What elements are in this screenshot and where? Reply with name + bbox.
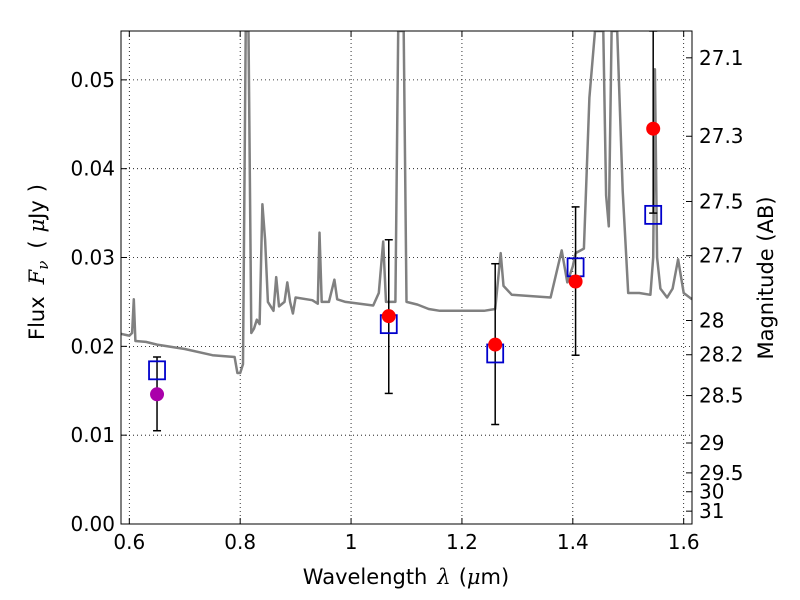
x-tick-label: 1.4 (557, 530, 589, 554)
observed-point (488, 337, 503, 352)
y2-axis-label: Magnitude (AB) (754, 196, 778, 359)
model-square (644, 204, 663, 225)
mag-tick-label: 28 (699, 309, 724, 333)
y-tick-label: 0.02 (70, 334, 115, 358)
y-tick-label: 0.04 (70, 157, 115, 181)
observed-point (381, 309, 396, 324)
mag-tick-label: 27.1 (699, 46, 744, 70)
mag-tick-label: 29.5 (699, 461, 744, 485)
mag-tick-label: 30 (699, 480, 724, 504)
x-axis-label: Wavelength λ (μm) (303, 565, 509, 589)
y-tick-label: 0.05 (70, 68, 115, 92)
y-tick-label: 0.00 (70, 512, 115, 536)
mag-tick-label: 27.5 (699, 189, 744, 213)
observed-point (150, 387, 165, 402)
mag-tick-label: 28.2 (699, 343, 744, 367)
x-tick-label: 1.2 (446, 530, 478, 554)
y-tick-label: 0.01 (70, 423, 115, 447)
y-tick-label: 0.03 (70, 246, 115, 270)
observed-point (646, 121, 661, 136)
x-tick-label: 1.6 (668, 530, 700, 554)
plot-frame (120, 30, 693, 525)
spectrum-line (121, 31, 692, 375)
x-tick-label: 0.6 (113, 530, 145, 554)
ticks: 0.6 0.8 1 1.2 1.4 1.6 0.00 0.01 0.02 0.03 0.04 0.05… (70, 31, 744, 554)
mag-tick-label: 27.3 (699, 124, 744, 148)
spectrum (121, 31, 692, 375)
model-square (148, 360, 166, 381)
mag-tick-label: 28.5 (699, 384, 744, 408)
x-tick-label: 1 (345, 530, 358, 554)
mag-tick-label: 31 (699, 499, 724, 523)
y-axis-label: FluxFν(μJy) (25, 184, 52, 340)
mag-tick-label: 29 (699, 431, 724, 455)
x-tick-label: 0.8 (224, 530, 256, 554)
observed-point (568, 274, 583, 289)
observed-points (150, 121, 661, 402)
mag-tick-label: 27.7 (699, 244, 744, 268)
